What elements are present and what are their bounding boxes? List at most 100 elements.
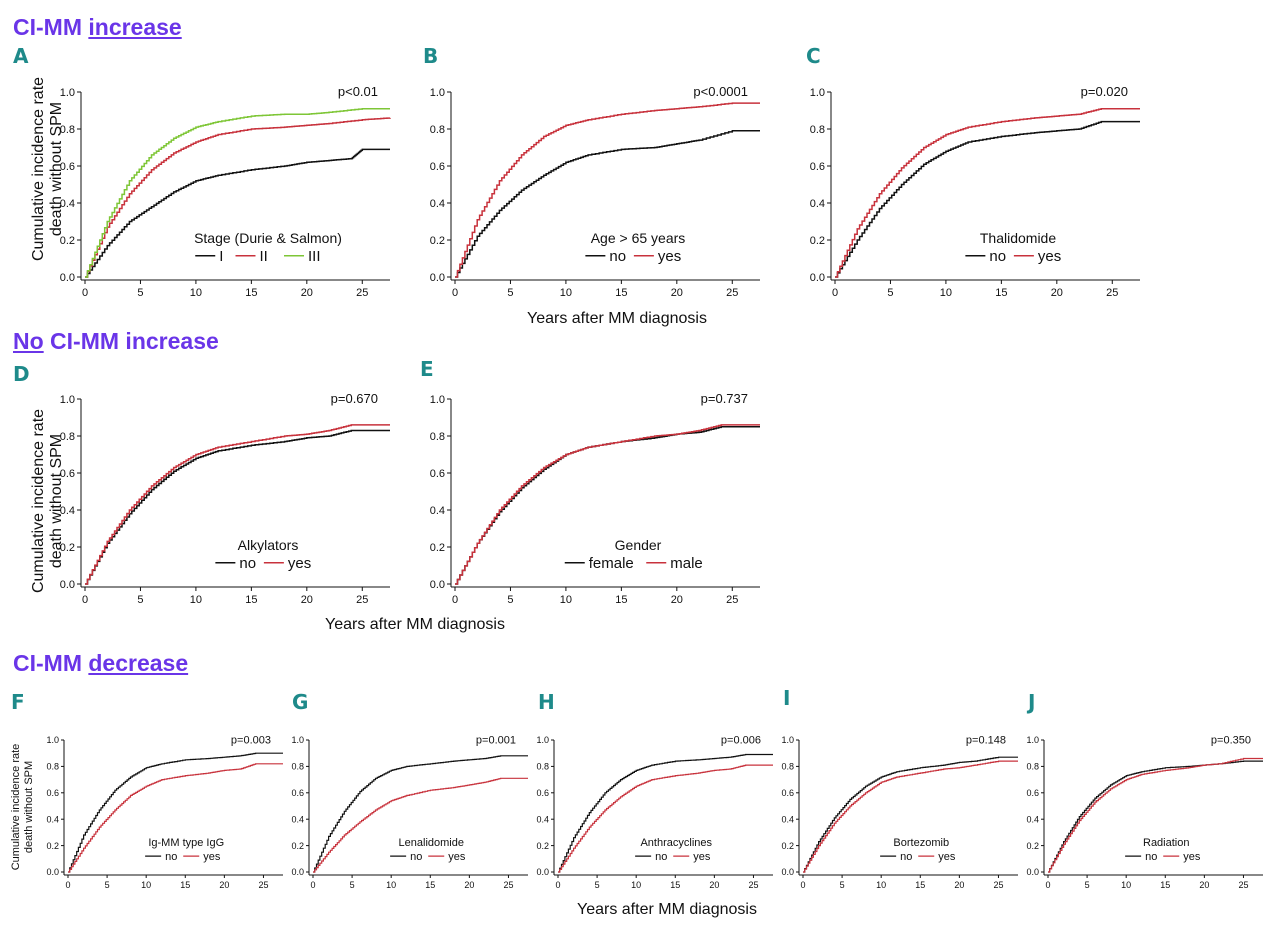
y-tick-label: 0.4 [430, 505, 445, 517]
x-tick-label: 10 [1121, 880, 1131, 890]
x-tick-label: 15 [425, 880, 435, 890]
legend-title: Age > 65 years [591, 230, 686, 246]
y-tick-label: 0.2 [810, 235, 825, 247]
p-value-label: p<0.01 [338, 84, 378, 99]
y-tick-label: 0.0 [430, 272, 445, 284]
y-tick-label: 0.6 [536, 788, 549, 798]
y-tick-label: 0.6 [1026, 788, 1039, 798]
x-tick-label: 5 [137, 287, 143, 299]
section-title-underlined: decrease [88, 650, 189, 676]
y-tick-label: 1.0 [430, 87, 445, 99]
legend-title: Ig-MM type IgG [148, 837, 224, 849]
panel-label-i: I [783, 686, 791, 710]
legend-item-label: no [989, 248, 1006, 265]
x-tick-label: 5 [840, 880, 845, 890]
series-line-yes [68, 763, 283, 873]
y-tick-label: 1.0 [781, 735, 794, 745]
legend-item-label: yes [658, 248, 681, 265]
legend-item-label: I [219, 248, 223, 265]
x-tick-label: 5 [105, 880, 110, 890]
series-line-yes [835, 107, 1140, 278]
legend-item-label: yes [288, 555, 311, 572]
y-tick-label: 0.6 [291, 788, 304, 798]
x-tick-label: 10 [190, 594, 202, 606]
x-tick-label: 15 [615, 594, 627, 606]
x-tick-label: 0 [555, 880, 560, 890]
legend-title: Anthracyclines [640, 837, 712, 849]
y-tick-label: 1.0 [46, 735, 59, 745]
y-tick-label: 1.0 [810, 87, 825, 99]
series-line-no [455, 130, 760, 278]
x-tick-label: 25 [748, 880, 758, 890]
p-value-label: p=0.003 [231, 734, 271, 746]
x-tick-label: 0 [832, 287, 838, 299]
x-tick-label: 10 [940, 287, 952, 299]
x-tick-label: 20 [709, 880, 719, 890]
legend-item-label: no [900, 851, 912, 863]
x-axis-title-row1: Years after MM diagnosis [527, 310, 707, 327]
chart-panel-d: 0.0 0.2 0.4 0.6 0.8 1.0 0 5 10 15 20 25 p=0.670 Alkyl… [60, 391, 390, 606]
p-value-label: p<0.0001 [693, 84, 748, 99]
y-tick-label: 0.4 [60, 198, 75, 210]
y-tick-label: 0.2 [781, 841, 794, 851]
legend-item-label: yes [203, 851, 221, 863]
legend-item-label: no [165, 851, 177, 863]
series-line-iii [85, 107, 390, 278]
x-tick-label: 5 [887, 287, 893, 299]
y-tick-label: 0.2 [430, 235, 445, 247]
y-tick-label: 0.2 [46, 841, 59, 851]
y-tick-label: 1.0 [536, 735, 549, 745]
legend-item-label: II [260, 248, 268, 265]
p-value-label: p=0.020 [1081, 84, 1128, 99]
x-tick-label: 25 [993, 880, 1003, 890]
y-tick-label: 0.4 [810, 198, 825, 210]
x-tick-label: 5 [1085, 880, 1090, 890]
x-tick-label: 20 [671, 287, 683, 299]
chart-panel-f: 0.0 0.2 0.4 0.6 0.8 1.0 0 5 10 15 20 25 p=0.003 Ig-MM… [46, 734, 283, 890]
x-tick-label: 15 [245, 287, 257, 299]
x-tick-label: 10 [876, 880, 886, 890]
y-tick-label: 0.6 [430, 161, 445, 173]
legend-title: Gender [615, 537, 662, 553]
legend-title: Bortezomib [893, 837, 949, 849]
panel-label-f: F [11, 690, 25, 714]
chart-panel-c: 0.0 0.2 0.4 0.6 0.8 1.0 0 5 10 15 20 25 p=0.020 Thali… [810, 84, 1140, 299]
panel-label-g: G [292, 690, 309, 714]
y-tick-label: 0.4 [781, 814, 794, 824]
series-line-no [803, 756, 1018, 873]
y-axis-title-line1: Cumulative incidence rate [10, 743, 22, 871]
series-line-yes [803, 760, 1018, 873]
x-tick-label: 20 [1051, 287, 1063, 299]
y-tick-label: 0.8 [291, 762, 304, 772]
y-tick-label: 0.0 [781, 867, 794, 877]
section-title-suffix: CI-MM increase [43, 328, 219, 354]
y-tick-label: 1.0 [60, 394, 75, 406]
x-tick-label: 20 [219, 880, 229, 890]
x-tick-label: 5 [507, 287, 513, 299]
y-tick-label: 0.6 [60, 161, 75, 173]
x-tick-label: 5 [595, 880, 600, 890]
legend-item-label: yes [693, 851, 711, 863]
series-line-no [835, 120, 1140, 278]
x-tick-label: 15 [180, 880, 190, 890]
legend-item-label: no [239, 555, 256, 572]
section-title-increase: CI-MM increase [13, 14, 182, 41]
legend-item-label: III [308, 248, 321, 265]
series-line-ii [85, 117, 391, 278]
series-line-no [85, 429, 390, 585]
y-tick-label: 0.4 [1026, 814, 1039, 824]
y-tick-label: 0.4 [536, 814, 549, 824]
x-tick-label: 0 [452, 594, 458, 606]
x-tick-label: 0 [310, 880, 315, 890]
panel-label-h: H [538, 690, 555, 714]
legend-item-label: yes [1183, 851, 1201, 863]
chart-panel-b: 0.0 0.2 0.4 0.6 0.8 1.0 0 5 10 15 20 25 p<0.0001 Age … [430, 84, 760, 299]
legend-item-label: yes [1038, 248, 1061, 265]
y-tick-label: 0.2 [430, 542, 445, 554]
chart-panel-i: 0.0 0.2 0.4 0.6 0.8 1.0 0 5 10 15 20 25 p=0.148 Borte… [781, 734, 1018, 890]
y-tick-label: 0.6 [60, 468, 75, 480]
y-tick-label: 0.2 [60, 542, 75, 554]
legend-title: Radiation [1143, 837, 1189, 849]
x-tick-label: 10 [190, 287, 202, 299]
y-tick-label: 0.0 [291, 867, 304, 877]
